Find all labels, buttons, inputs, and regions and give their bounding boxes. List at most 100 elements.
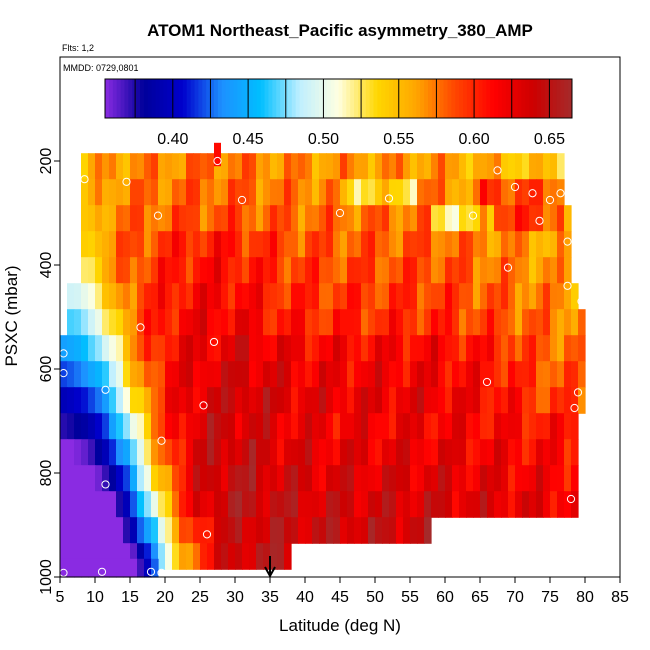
heatmap-cell (137, 361, 145, 388)
colorbar-swatch (245, 79, 250, 118)
heatmap-cell (466, 439, 474, 466)
colorbar: 0.40 0.45 0.50 0.55 0.60 0.65 (104, 78, 573, 148)
heatmap-cell (396, 361, 404, 388)
heatmap-cell (557, 439, 565, 466)
heatmap-cell (95, 491, 103, 518)
heatmap-cell (137, 179, 145, 206)
heatmap-cell (564, 361, 572, 388)
heatmap-cell (410, 179, 418, 206)
heatmap-cell (431, 465, 439, 492)
heatmap-cell (200, 517, 208, 544)
heatmap-cell (382, 439, 390, 466)
heatmap-cell (207, 231, 215, 258)
heatmap-cell (74, 387, 82, 414)
heatmap-cell (494, 439, 502, 466)
heatmap-cell (158, 387, 166, 414)
heatmap-cell (165, 257, 173, 284)
x-tick-label: 55 (401, 589, 419, 606)
heatmap-cell (144, 465, 152, 492)
heatmap-cell (487, 413, 495, 440)
heatmap-cell (438, 231, 446, 258)
heatmap-cell (200, 491, 208, 518)
heatmap-cell (508, 413, 516, 440)
heatmap-cell (459, 335, 467, 362)
heatmap-cell (368, 283, 376, 310)
heatmap-cell (340, 387, 348, 414)
heatmap-cell (305, 309, 313, 336)
heatmap-cell (347, 361, 355, 388)
heatmap-cell (263, 439, 271, 466)
heatmap-cell (74, 439, 82, 466)
sample-point (97, 567, 107, 576)
heatmap-cell (130, 387, 138, 414)
heatmap-cell (67, 309, 75, 336)
colorbar-swatch (210, 79, 215, 118)
heatmap-cell (312, 335, 320, 362)
x-tick-label: 35 (261, 589, 279, 606)
heatmap-cell (235, 257, 243, 284)
heatmap-cell (284, 257, 292, 284)
heatmap-cell (242, 257, 250, 284)
heatmap-cell (452, 153, 460, 180)
heatmap-cell (95, 179, 103, 206)
colorbar-swatch (342, 79, 347, 118)
heatmap-cell (536, 283, 544, 310)
heatmap-cell (284, 179, 292, 206)
heatmap-cell (515, 153, 523, 180)
colorbar-swatch (186, 79, 192, 118)
heatmap-cell (193, 413, 201, 440)
heatmap-cell (550, 231, 558, 258)
heatmap-cell (256, 439, 264, 466)
heatmap-cell (347, 517, 355, 544)
heatmap-cell (543, 153, 551, 180)
colorbar-swatch (198, 79, 203, 118)
heatmap-cell (487, 387, 495, 414)
heatmap-cell (557, 335, 565, 362)
heatmap-cell (564, 231, 572, 258)
heatmap-cell (298, 335, 306, 362)
heatmap-cell (249, 413, 257, 440)
sample-point (493, 166, 502, 175)
heatmap-cell (81, 543, 89, 570)
heatmap-cell (263, 413, 271, 440)
heatmap-cell (172, 491, 180, 518)
heatmap-cell (193, 439, 201, 466)
heatmap-cell (137, 387, 145, 414)
colorbar-swatch (108, 79, 114, 118)
colorbar-swatch (385, 79, 390, 118)
heatmap-cell (242, 491, 250, 518)
heatmap-cell (494, 465, 502, 492)
heatmap-cell (543, 387, 551, 414)
heatmap-cell (424, 231, 432, 258)
heatmap-cell (508, 439, 516, 466)
heatmap-cell (130, 413, 138, 440)
heatmap-cell (389, 205, 397, 232)
heatmap-cell (270, 465, 278, 492)
heatmap-cell (347, 257, 355, 284)
heatmap-cell (403, 517, 411, 544)
heatmap-cell (529, 231, 537, 258)
heatmap-cell (200, 439, 208, 466)
heatmap-cell (228, 543, 236, 570)
y-axis: 200 400 600 800 1000 (38, 148, 60, 595)
heatmap-cell (67, 465, 75, 492)
heatmap-cell (431, 179, 439, 206)
heatmap-cell (347, 387, 355, 414)
heatmap-cell (207, 257, 215, 284)
heatmap-cell (228, 361, 236, 388)
heatmap-cell (242, 335, 250, 362)
heatmap-cell (67, 335, 75, 362)
heatmap-cell (557, 413, 565, 440)
heatmap-cell (123, 153, 131, 180)
heatmap-cell (235, 309, 243, 336)
heatmap-cell (417, 335, 425, 362)
heatmap-cell (564, 205, 572, 232)
heatmap-cell (137, 517, 145, 544)
heatmap-cell (396, 205, 404, 232)
heatmap-cell (501, 179, 509, 206)
heatmap-cell (151, 491, 159, 518)
colorbar-swatch (544, 79, 550, 118)
heatmap-cell (172, 387, 180, 414)
x-tick-label: 85 (611, 589, 629, 606)
heatmap-cell (522, 439, 530, 466)
